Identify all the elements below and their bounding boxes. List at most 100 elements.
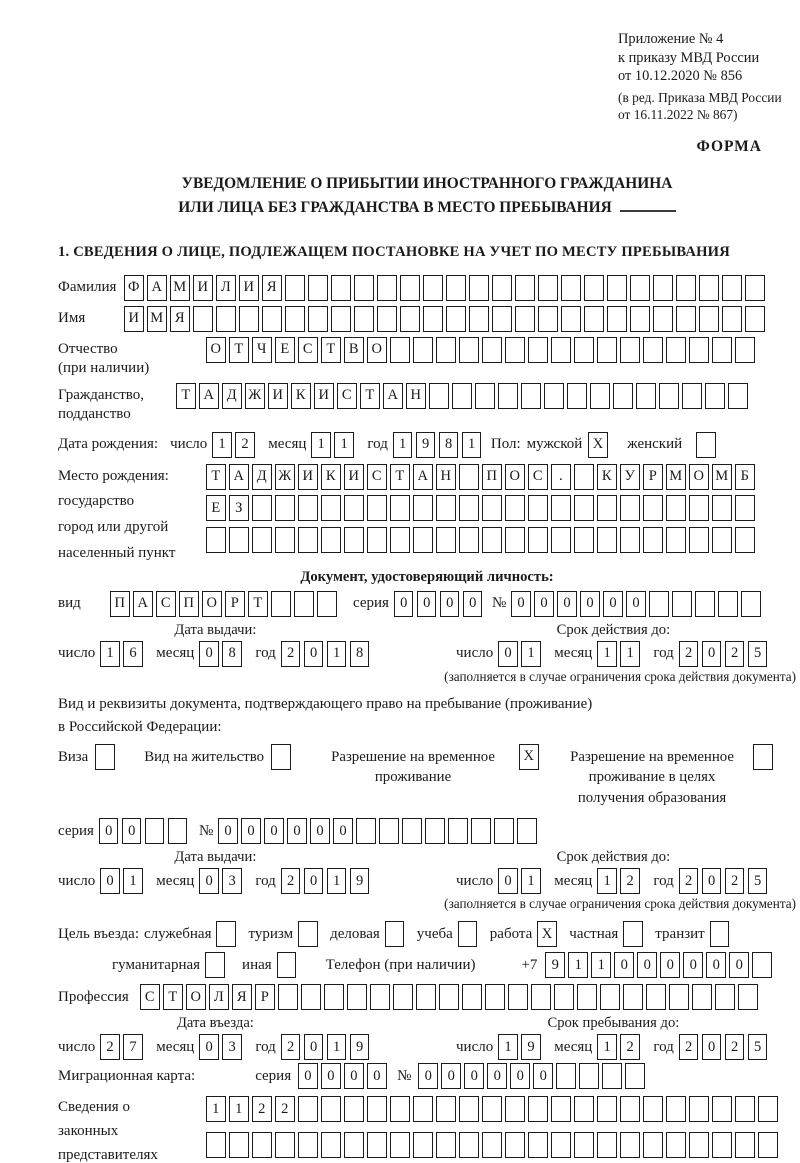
char-cell[interactable]: 5 xyxy=(747,1034,768,1061)
char-cell[interactable]: 7 xyxy=(123,1034,143,1061)
char-cell[interactable]: 2 xyxy=(620,868,640,895)
char-cell[interactable] xyxy=(413,1131,433,1158)
char-cell[interactable]: 0 xyxy=(367,1063,387,1090)
char-cell[interactable] xyxy=(712,526,732,553)
char-cell[interactable] xyxy=(752,952,772,979)
char-cell[interactable] xyxy=(271,590,291,617)
char-cell[interactable] xyxy=(597,1096,617,1123)
char-cell[interactable] xyxy=(308,274,328,301)
char-cell[interactable] xyxy=(367,1096,387,1123)
char-cell[interactable] xyxy=(354,274,374,301)
char-cell[interactable] xyxy=(390,336,410,363)
char-cell[interactable] xyxy=(505,1096,525,1123)
char-cell[interactable] xyxy=(722,305,742,332)
char-cell[interactable]: 1 xyxy=(620,640,640,667)
char-cell[interactable]: С xyxy=(156,590,176,617)
char-cell[interactable] xyxy=(574,1131,594,1158)
char-cell[interactable] xyxy=(590,382,610,409)
char-cell[interactable] xyxy=(423,305,443,332)
checkbox-cell[interactable] xyxy=(753,743,773,770)
char-cell[interactable] xyxy=(666,1096,686,1123)
char-cell[interactable] xyxy=(482,1131,502,1158)
char-cell[interactable]: 0 xyxy=(303,1034,324,1061)
char-cell[interactable] xyxy=(551,1096,571,1123)
char-cell[interactable] xyxy=(393,984,413,1011)
char-cell[interactable]: К xyxy=(597,463,617,490)
char-cell[interactable]: 1 xyxy=(100,640,120,667)
char-cell[interactable] xyxy=(620,336,640,363)
char-cell[interactable] xyxy=(666,1131,686,1158)
char-cell[interactable]: Я xyxy=(262,274,282,301)
char-cell[interactable]: 0 xyxy=(98,818,119,845)
char-cell[interactable] xyxy=(666,526,686,553)
char-cell[interactable] xyxy=(699,274,719,301)
char-cell[interactable] xyxy=(494,818,514,845)
char-cell[interactable] xyxy=(298,495,318,521)
char-cell[interactable] xyxy=(735,1096,755,1123)
char-cell[interactable]: Р xyxy=(255,984,275,1011)
char-cell[interactable]: И xyxy=(193,274,213,301)
char-cell[interactable]: Е xyxy=(275,336,295,363)
char-cell[interactable] xyxy=(356,818,376,845)
char-cell[interactable]: П xyxy=(482,463,502,490)
char-cell[interactable] xyxy=(738,984,758,1011)
char-cell[interactable]: 0 xyxy=(199,640,219,667)
char-cell[interactable] xyxy=(367,495,387,521)
char-cell[interactable]: Е xyxy=(206,495,226,521)
char-cell[interactable]: М xyxy=(712,463,732,490)
char-cell[interactable] xyxy=(528,1131,548,1158)
char-cell[interactable] xyxy=(252,1131,272,1158)
char-cell[interactable] xyxy=(623,984,643,1011)
char-cell[interactable]: 1 xyxy=(597,868,617,895)
char-cell[interactable] xyxy=(689,526,709,553)
char-cell[interactable]: Ж xyxy=(245,382,265,409)
char-cell[interactable] xyxy=(600,984,620,1011)
char-cell[interactable] xyxy=(462,984,482,1011)
char-cell[interactable] xyxy=(728,382,748,409)
char-cell[interactable] xyxy=(551,336,571,363)
char-cell[interactable] xyxy=(344,1096,364,1123)
char-cell[interactable] xyxy=(459,1131,479,1158)
char-cell[interactable] xyxy=(515,305,535,332)
char-cell[interactable]: 1 xyxy=(206,1096,226,1123)
char-cell[interactable] xyxy=(643,336,663,363)
char-cell[interactable]: 0 xyxy=(303,868,324,895)
char-cell[interactable] xyxy=(294,590,314,617)
char-cell[interactable] xyxy=(712,1096,732,1123)
char-cell[interactable] xyxy=(482,526,502,553)
char-cell[interactable] xyxy=(574,1096,594,1123)
char-cell[interactable]: А xyxy=(147,274,167,301)
char-cell[interactable]: 2 xyxy=(724,640,745,667)
char-cell[interactable] xyxy=(317,590,337,617)
char-cell[interactable]: А xyxy=(199,382,219,409)
char-cell[interactable]: 0 xyxy=(344,1063,364,1090)
char-cell[interactable] xyxy=(301,984,321,1011)
char-cell[interactable]: 0 xyxy=(303,640,324,667)
char-cell[interactable] xyxy=(712,1131,732,1158)
char-cell[interactable]: Т xyxy=(163,984,183,1011)
char-cell[interactable]: 0 xyxy=(487,1063,507,1090)
char-cell[interactable]: К xyxy=(291,382,311,409)
char-cell[interactable] xyxy=(620,1096,640,1123)
char-cell[interactable]: Н xyxy=(436,463,456,490)
char-cell[interactable]: 2 xyxy=(275,1096,295,1123)
char-cell[interactable] xyxy=(413,336,433,363)
char-cell[interactable] xyxy=(347,984,367,1011)
char-cell[interactable] xyxy=(344,495,364,521)
char-cell[interactable] xyxy=(666,495,686,521)
char-cell[interactable]: 0 xyxy=(557,590,577,617)
char-cell[interactable] xyxy=(505,526,525,553)
char-cell[interactable] xyxy=(584,305,604,332)
char-cell[interactable]: 0 xyxy=(534,590,554,617)
char-cell[interactable] xyxy=(390,526,410,553)
char-cell[interactable]: Я xyxy=(170,305,190,332)
char-cell[interactable] xyxy=(682,382,702,409)
checkbox-cell[interactable]: X xyxy=(519,743,539,770)
char-cell[interactable]: 0 xyxy=(626,590,646,617)
char-cell[interactable]: 1 xyxy=(591,952,611,979)
char-cell[interactable] xyxy=(538,274,558,301)
char-cell[interactable]: 3 xyxy=(222,1034,242,1061)
char-cell[interactable] xyxy=(239,305,259,332)
char-cell[interactable] xyxy=(324,984,344,1011)
char-cell[interactable] xyxy=(758,1096,778,1123)
